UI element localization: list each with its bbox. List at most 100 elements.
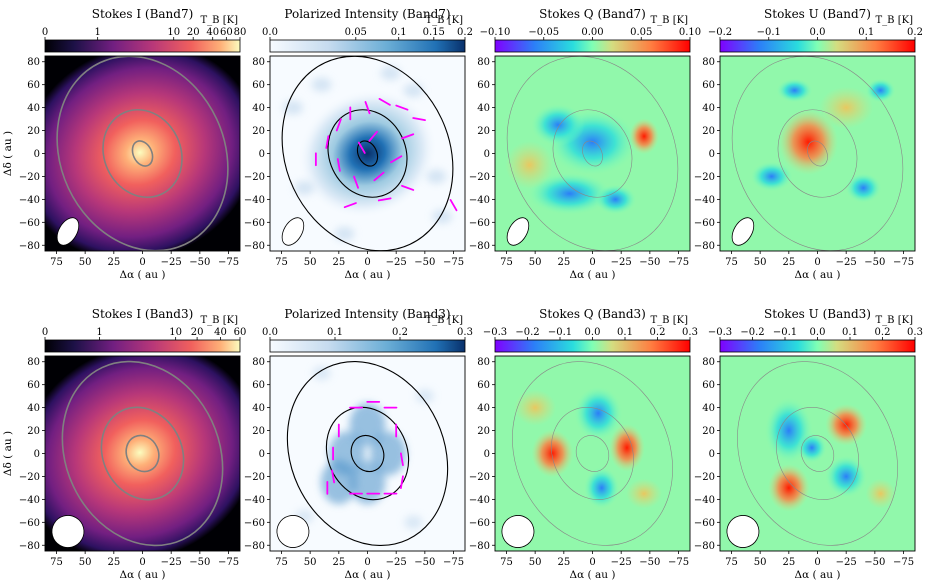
colorbar: −0.3 −0.2 −0.1 0.0 0.1 0.2 0.3T_B [K] [483,315,698,353]
x-tick-label: −25 [611,557,632,568]
beam-ellipse [276,515,310,548]
y-tick-label: −20 [244,172,265,183]
negative-lobe [865,78,896,103]
x-tick-label: 75 [50,557,63,568]
image-area: 75 50 25 0 −25 −50 −75 Δα ( au ) 80 60 40 20 0 −20 −40… [694,355,916,581]
y-tick-label: 0 [709,149,715,160]
polarization-vector [325,135,330,149]
y-tick-label: −80 [19,241,40,252]
y-tick-label: 0 [484,449,490,460]
y-tick-label: −40 [244,495,265,506]
y-tick-label: −60 [19,518,40,529]
colorbar-tick-label: −0.2 [515,327,539,338]
x-tick-label: 0 [814,557,820,568]
y-tick-label: 0 [259,149,265,160]
x-tick-label: 25 [107,557,120,568]
x-tick-label: 75 [275,257,288,268]
y-tick-label: 60 [252,80,265,91]
contour-line [102,108,183,199]
y-tick-label: 0 [259,449,265,460]
x-tick-label: −75 [668,257,689,268]
y-tick-label: 40 [27,103,40,114]
image-area: 75 50 25 0 −25 −50 −75 Δα ( au ) 80 60 40 20 0 −20 −40… [2,355,241,581]
colorbar-tick-label: 20 [191,327,204,338]
y-tick-label: 40 [477,103,490,114]
panel-band3-polarized-intensity: Polarized Intensity (Band3) 0.0 0.1 0.2 0.3T… [244,307,473,581]
y-tick-label: −80 [694,541,715,552]
contour-line [737,361,898,546]
negative-lobe [796,432,827,463]
panel-band7-stokes-q: Stokes Q (Band7) −0.10 −0.05 0.00 0.05 0.10T_… [469,7,701,281]
x-tick-label: −50 [864,557,885,568]
positive-lobe [865,478,896,509]
colorbar-gradient [719,39,916,53]
y-tick-label: 60 [702,80,715,91]
y-tick-label: −60 [244,218,265,229]
image-layer [720,356,915,551]
colorbar-tick-label: 1 [96,327,102,338]
colorbar-tick-label: 0 [42,327,48,338]
y-tick-label: 60 [477,80,490,91]
x-tick-label: −50 [864,257,885,268]
y-tick-label: 40 [702,103,715,114]
colorbar-unit-label: T_B [K] [651,15,689,26]
y-tick-label: −60 [244,518,265,529]
panel-band3-stokes-q: Stokes Q (Band3) −0.3 −0.2 −0.1 0.0 0.1 0.2 0.3… [469,307,698,581]
x-axis-label: Δα ( au ) [570,569,616,581]
colorbar-tick-label: 0.2 [457,27,473,38]
polarization-vector [364,101,371,115]
image-layer [270,356,465,551]
x-tick-label: 25 [782,557,795,568]
colorbar-tick-label: 10 [169,327,182,338]
contour-line [281,56,454,251]
x-tick-label: −50 [189,257,210,268]
y-axis: 80 60 40 20 0 −20 −40 −60 −80 [469,357,495,552]
colorbar-tick-label: 0.3 [457,327,473,338]
x-tick-label: −50 [189,557,210,568]
y-tick-label: 0 [484,149,490,160]
y-tick-label: 20 [477,426,490,437]
y-tick-label: −80 [469,241,490,252]
y-tick-label: 0 [34,149,40,160]
colorbar-tick-label: 0.0 [810,327,826,338]
x-axis-label: Δα ( au ) [120,569,166,581]
noise-blob [312,366,331,381]
x-tick-label: −75 [218,257,239,268]
y-tick-label: −60 [19,218,40,229]
x-axis-label: Δα ( au ) [795,269,841,281]
negative-lobe [845,173,882,203]
colorbar-unit-label: T_B [K] [426,315,464,326]
colorbar-tick-label: −0.10 [480,27,511,38]
panel-title: Stokes Q (Band7) [539,7,646,21]
x-tick-label: 50 [304,257,317,268]
y-tick-label: 40 [477,403,490,414]
y-tick-label: 80 [27,357,40,368]
colorbar-tick-label: 0.00 [581,27,603,38]
colorbar-tick-label: 0.2 [907,27,923,38]
x-tick-label: 25 [107,257,120,268]
y-axis: 80 60 40 20 0 −20 −40 −60 −80 [244,57,270,252]
colorbar-tick-label: −0.05 [528,27,559,38]
image-layer [45,56,240,251]
x-axis-label: Δα ( au ) [345,569,391,581]
colorbar-tick-label: −0.1 [757,27,781,38]
x-tick-label: −75 [443,557,464,568]
y-tick-label: −60 [694,218,715,229]
positive-lobe [819,86,874,129]
x-axis: 75 50 25 0 −25 −50 −75 Δα ( au ) [275,251,464,281]
colorbar-gradient [44,39,241,53]
x-axis: 75 50 25 0 −25 −50 −75 Δα ( au ) [500,251,689,281]
contour-line [125,434,160,473]
colorbar-unit-label: T_B [K] [426,15,464,26]
colorbar-tick-label: −0.3 [708,327,732,338]
colorbar: −0.3 −0.2 −0.1 0.0 0.1 0.2 0.3T_B [K] [708,315,923,353]
contour-line [731,56,904,251]
y-tick-label: −80 [244,241,265,252]
x-tick-label: −25 [386,257,407,268]
x-tick-label: 50 [79,257,92,268]
noise-blob [404,515,423,530]
y-tick-label: −60 [469,518,490,529]
y-tick-label: −80 [19,541,40,552]
x-tick-label: −50 [639,557,660,568]
polarization-vector [390,155,403,164]
